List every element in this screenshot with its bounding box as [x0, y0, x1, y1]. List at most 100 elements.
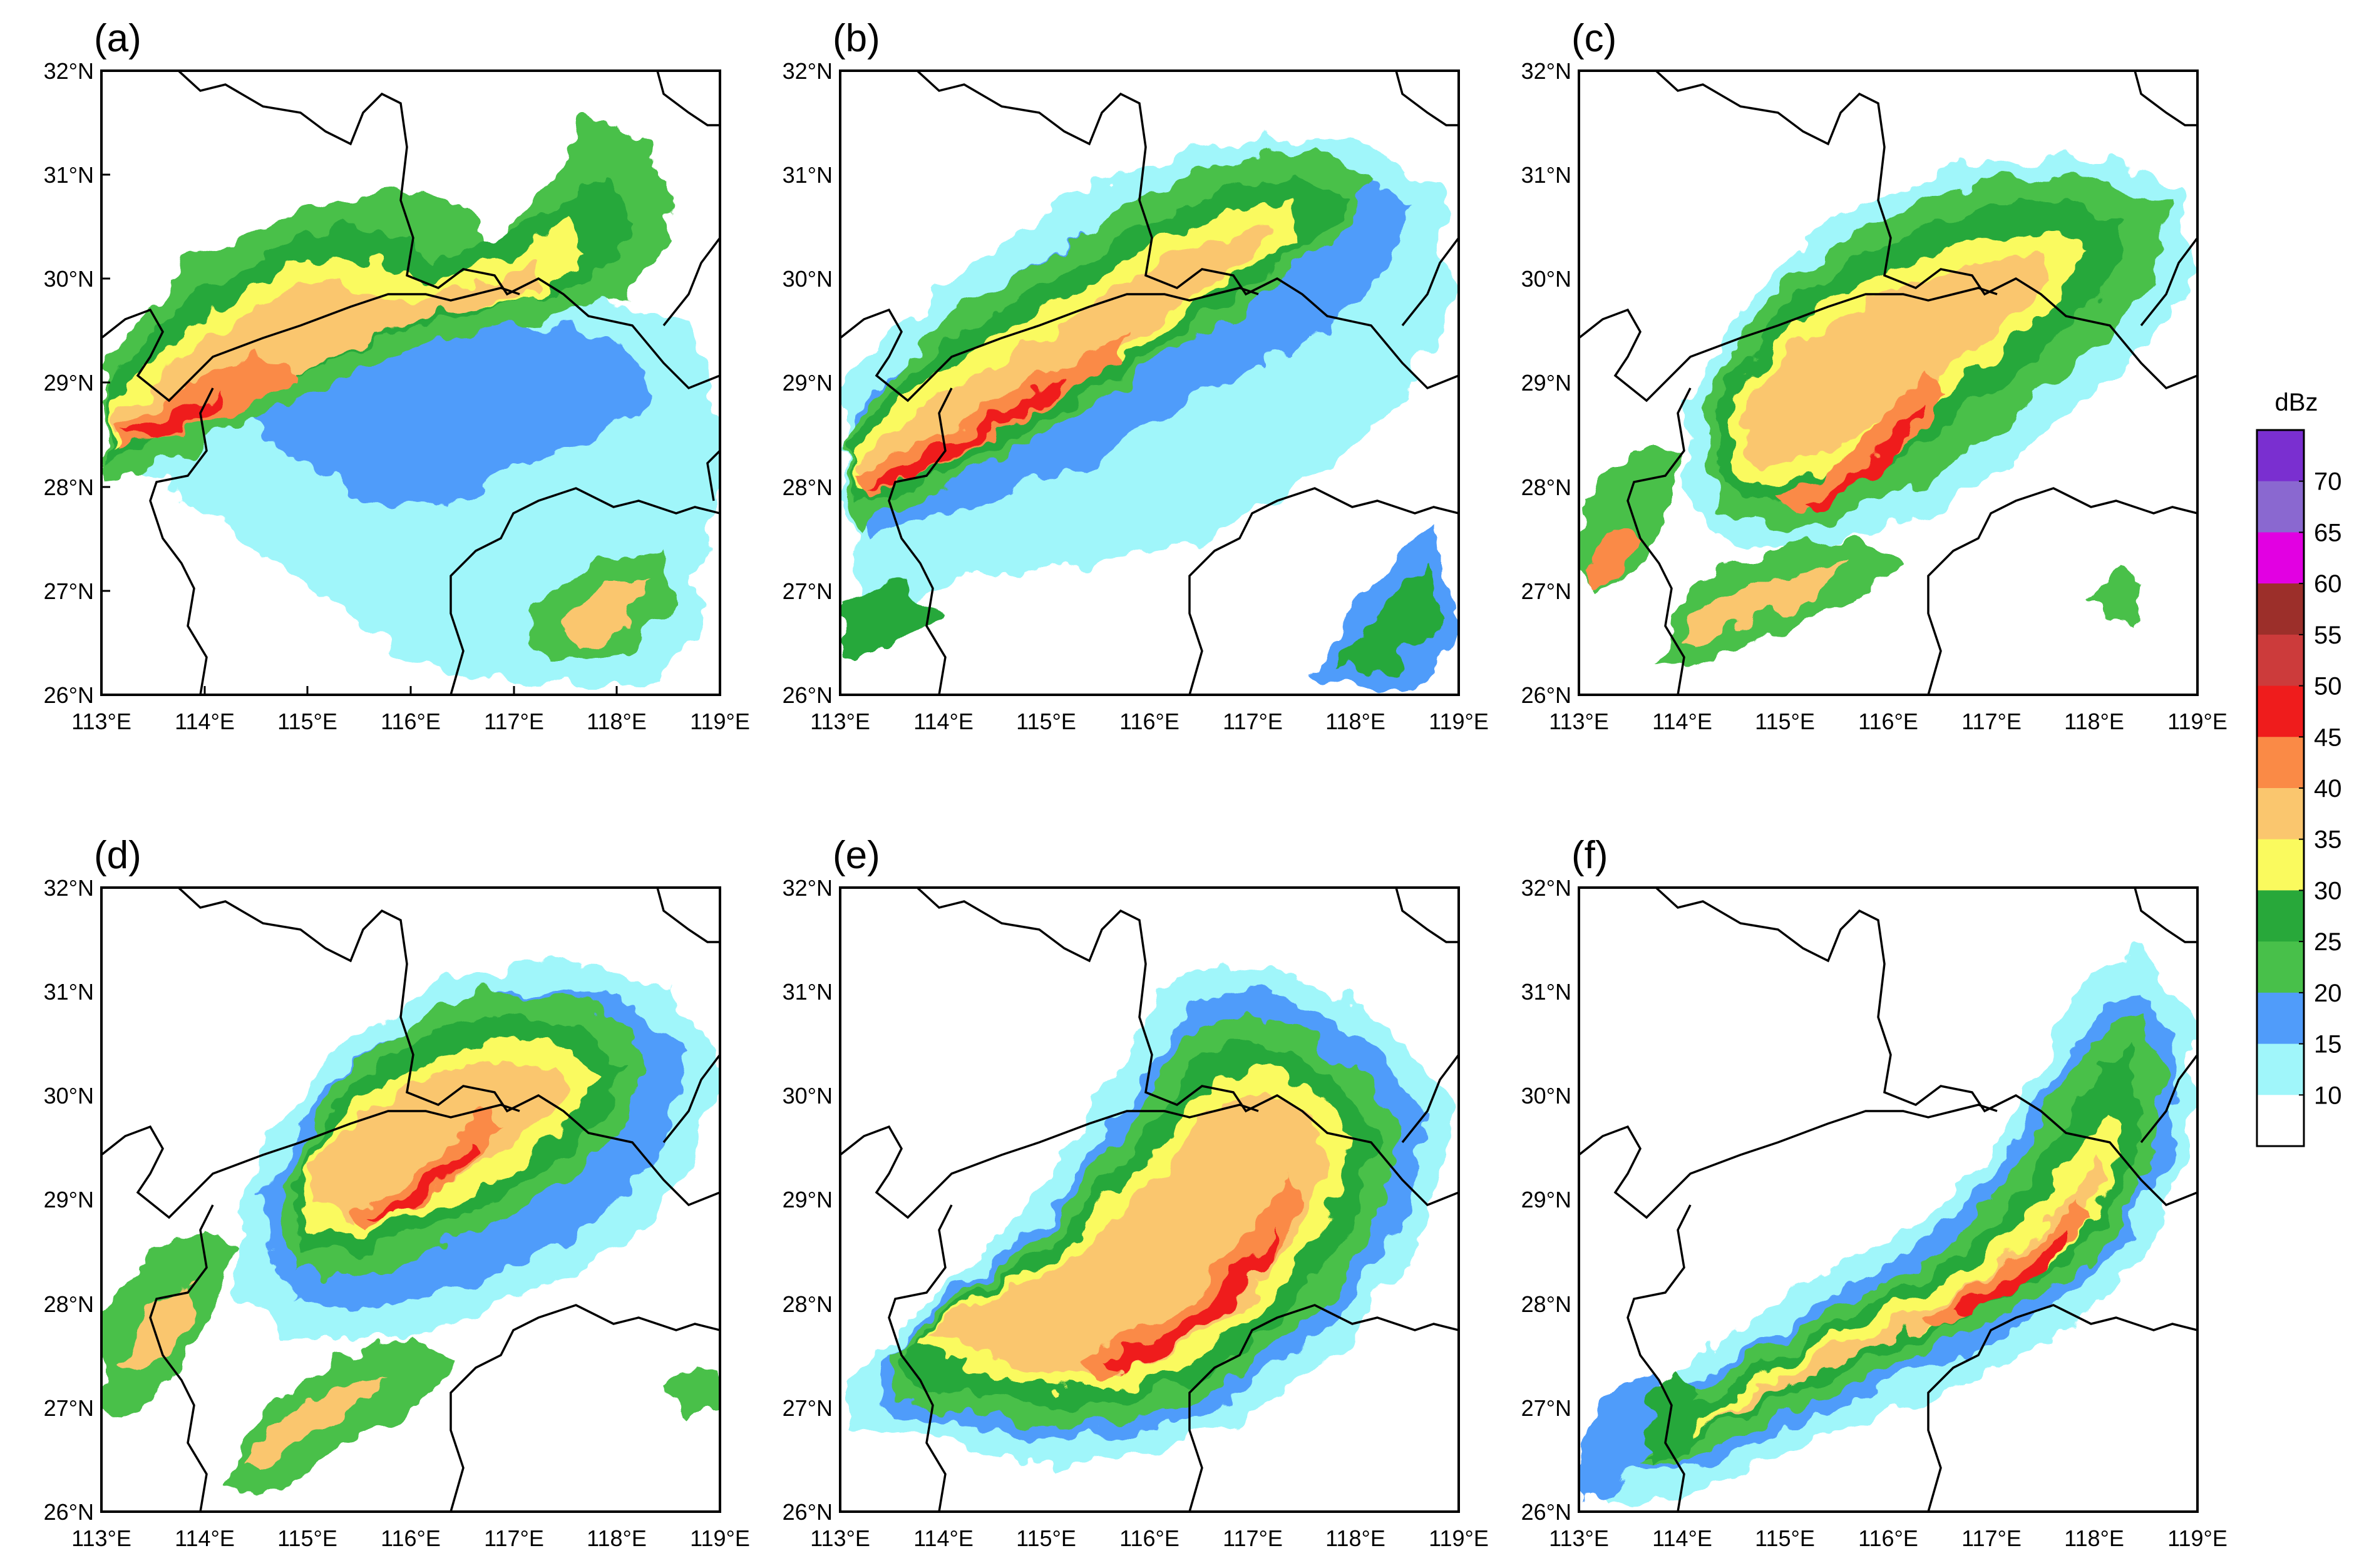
panel-label: (e) — [833, 834, 880, 877]
lat-label: 30°N — [783, 266, 833, 292]
lon-label: 113°E — [71, 1525, 131, 1551]
colorbar-level-label: 35 — [2314, 826, 2342, 854]
lon-label: 113°E — [71, 709, 131, 734]
lat-label: 29°N — [44, 1187, 94, 1212]
echo-45dbz — [1953, 1227, 2066, 1314]
lon-label: 118°E — [2064, 1525, 2124, 1551]
lat-label: 32°N — [783, 58, 833, 84]
lon-label: 114°E — [1652, 709, 1712, 734]
colorbar: dBz 70 65 60 55 50 45 40 35 30 25 20 15 10 — [2256, 389, 2342, 1147]
panel-label: (d) — [94, 834, 141, 877]
lat-label: 30°N — [1521, 266, 1571, 292]
colorbar-swatch — [2257, 941, 2304, 993]
echo-e-20dbz — [664, 1365, 720, 1415]
lon-label: 118°E — [587, 1525, 647, 1551]
echo-35dbz — [1740, 257, 2047, 469]
lon-label: 118°E — [1325, 709, 1385, 734]
colorbar-swatch — [2257, 839, 2304, 891]
lat-label: 26°N — [783, 1499, 833, 1525]
echo-40dbz — [1778, 369, 1947, 513]
lon-label: 116°E — [1119, 1525, 1179, 1551]
lat-label: 31°N — [783, 162, 833, 188]
province-boundaries — [101, 71, 720, 695]
colorbar-swatch — [2257, 481, 2304, 533]
lat-label: 31°N — [1521, 162, 1571, 188]
lat-label: 26°N — [1521, 1499, 1571, 1525]
lat-label: 32°N — [44, 58, 94, 84]
lon-label: 113°E — [1549, 1525, 1609, 1551]
colorbar-swatch — [2257, 685, 2304, 737]
echo-45dbz — [1803, 407, 1916, 507]
panel-c: (c) 32°N 31°N 30°N 2 — [1521, 17, 2228, 734]
province-boundaries — [1579, 888, 2197, 1512]
lat-label: 30°N — [1521, 1083, 1571, 1109]
lon-label: 114°E — [175, 709, 235, 734]
echo-30dbz — [1678, 1114, 2122, 1440]
lat-label: 30°N — [44, 1083, 94, 1109]
reflectivity-field — [845, 138, 1459, 689]
lat-label: 26°N — [1521, 682, 1571, 708]
echo-w-25dbz — [845, 582, 939, 651]
colorbar-labels: 70 65 60 55 50 45 40 35 30 25 20 15 10 — [2299, 468, 2342, 1109]
panel-b: (b) 32°N 31°N 30°N 29°N — [783, 17, 1489, 734]
lon-label: 115°E — [1755, 1525, 1815, 1551]
colorbar-level-label: 30 — [2314, 877, 2342, 904]
panel-label: (b) — [833, 17, 880, 60]
province-boundaries — [101, 888, 720, 1512]
lat-label: 28°N — [1521, 1291, 1571, 1317]
lat-label: 32°N — [1521, 58, 1571, 84]
lon-label: 117°E — [1961, 709, 2022, 734]
colorbar-swatch — [2257, 890, 2304, 942]
lon-label: 118°E — [1325, 1525, 1385, 1551]
lon-label: 114°E — [913, 709, 974, 734]
plot-frame — [839, 69, 1460, 696]
panel-a: (a) 32°N — [44, 17, 750, 734]
lon-label: 114°E — [175, 1525, 235, 1551]
lat-label: 29°N — [1521, 1187, 1571, 1212]
lat-label: 32°N — [1521, 875, 1571, 901]
panel-label: (a) — [94, 17, 141, 60]
colorbar-swatch — [2257, 992, 2304, 1045]
lon-label: 118°E — [2064, 709, 2124, 734]
lat-label: 27°N — [1521, 1395, 1571, 1421]
lat-labels: 32°N 31°N 30°N 29°N 28°N 27°N 26°N — [783, 875, 833, 1525]
lon-label: 119°E — [2167, 709, 2228, 734]
province-boundaries — [840, 888, 1459, 1512]
echo-se-25dbz — [1340, 563, 1440, 670]
lon-label: 116°E — [381, 709, 441, 734]
lon-labels: 113°E 114°E 115°E 116°E 117°E 118°E 119°… — [810, 1525, 1489, 1551]
plot-frame — [1578, 886, 2199, 1513]
lon-label: 114°E — [1652, 1525, 1712, 1551]
lat-labels: 32°N 31°N 30°N 29°N 28°N 27°N 26°N — [44, 58, 94, 708]
echo-45dbz — [864, 376, 1064, 494]
lon-labels: 113°E 114°E 115°E 116°E 117°E 118°E 119°… — [810, 709, 1489, 734]
lon-label: 119°E — [2167, 1525, 2228, 1551]
colorbar-level-label: 50 — [2314, 673, 2342, 700]
panel-d: (d) 32°N 31°N 30°N — [44, 834, 750, 1551]
panel-label: (c) — [1571, 17, 1616, 60]
lat-label: 32°N — [783, 875, 833, 901]
echo-w-35dbz — [119, 1283, 194, 1377]
lon-label: 115°E — [277, 709, 337, 734]
echo-40dbz — [1077, 1177, 1302, 1383]
echo-45dbz — [369, 1139, 476, 1221]
reflectivity-field — [1579, 156, 2191, 670]
lon-label: 115°E — [1016, 1525, 1076, 1551]
colorbar-swatch — [2257, 737, 2304, 789]
lon-label: 119°E — [690, 1525, 750, 1551]
lat-label: 28°N — [44, 474, 94, 500]
echo-s-35dbz — [244, 1371, 388, 1471]
colorbar-swatch — [2257, 1043, 2304, 1095]
colorbar-frame — [2256, 429, 2305, 1147]
colorbar-level-label: 60 — [2314, 570, 2342, 598]
lon-label: 119°E — [1429, 709, 1489, 734]
lon-label: 116°E — [1119, 709, 1179, 734]
lon-label: 115°E — [1016, 709, 1076, 734]
lon-label: 116°E — [1858, 1525, 1918, 1551]
lat-label: 27°N — [1521, 578, 1571, 604]
lon-label: 117°E — [1223, 1525, 1283, 1551]
lat-label: 28°N — [1521, 474, 1571, 500]
lon-label: 118°E — [587, 709, 647, 734]
lat-labels: 32°N 31°N 30°N 29°N 28°N 27°N 26°N — [1521, 875, 1571, 1525]
